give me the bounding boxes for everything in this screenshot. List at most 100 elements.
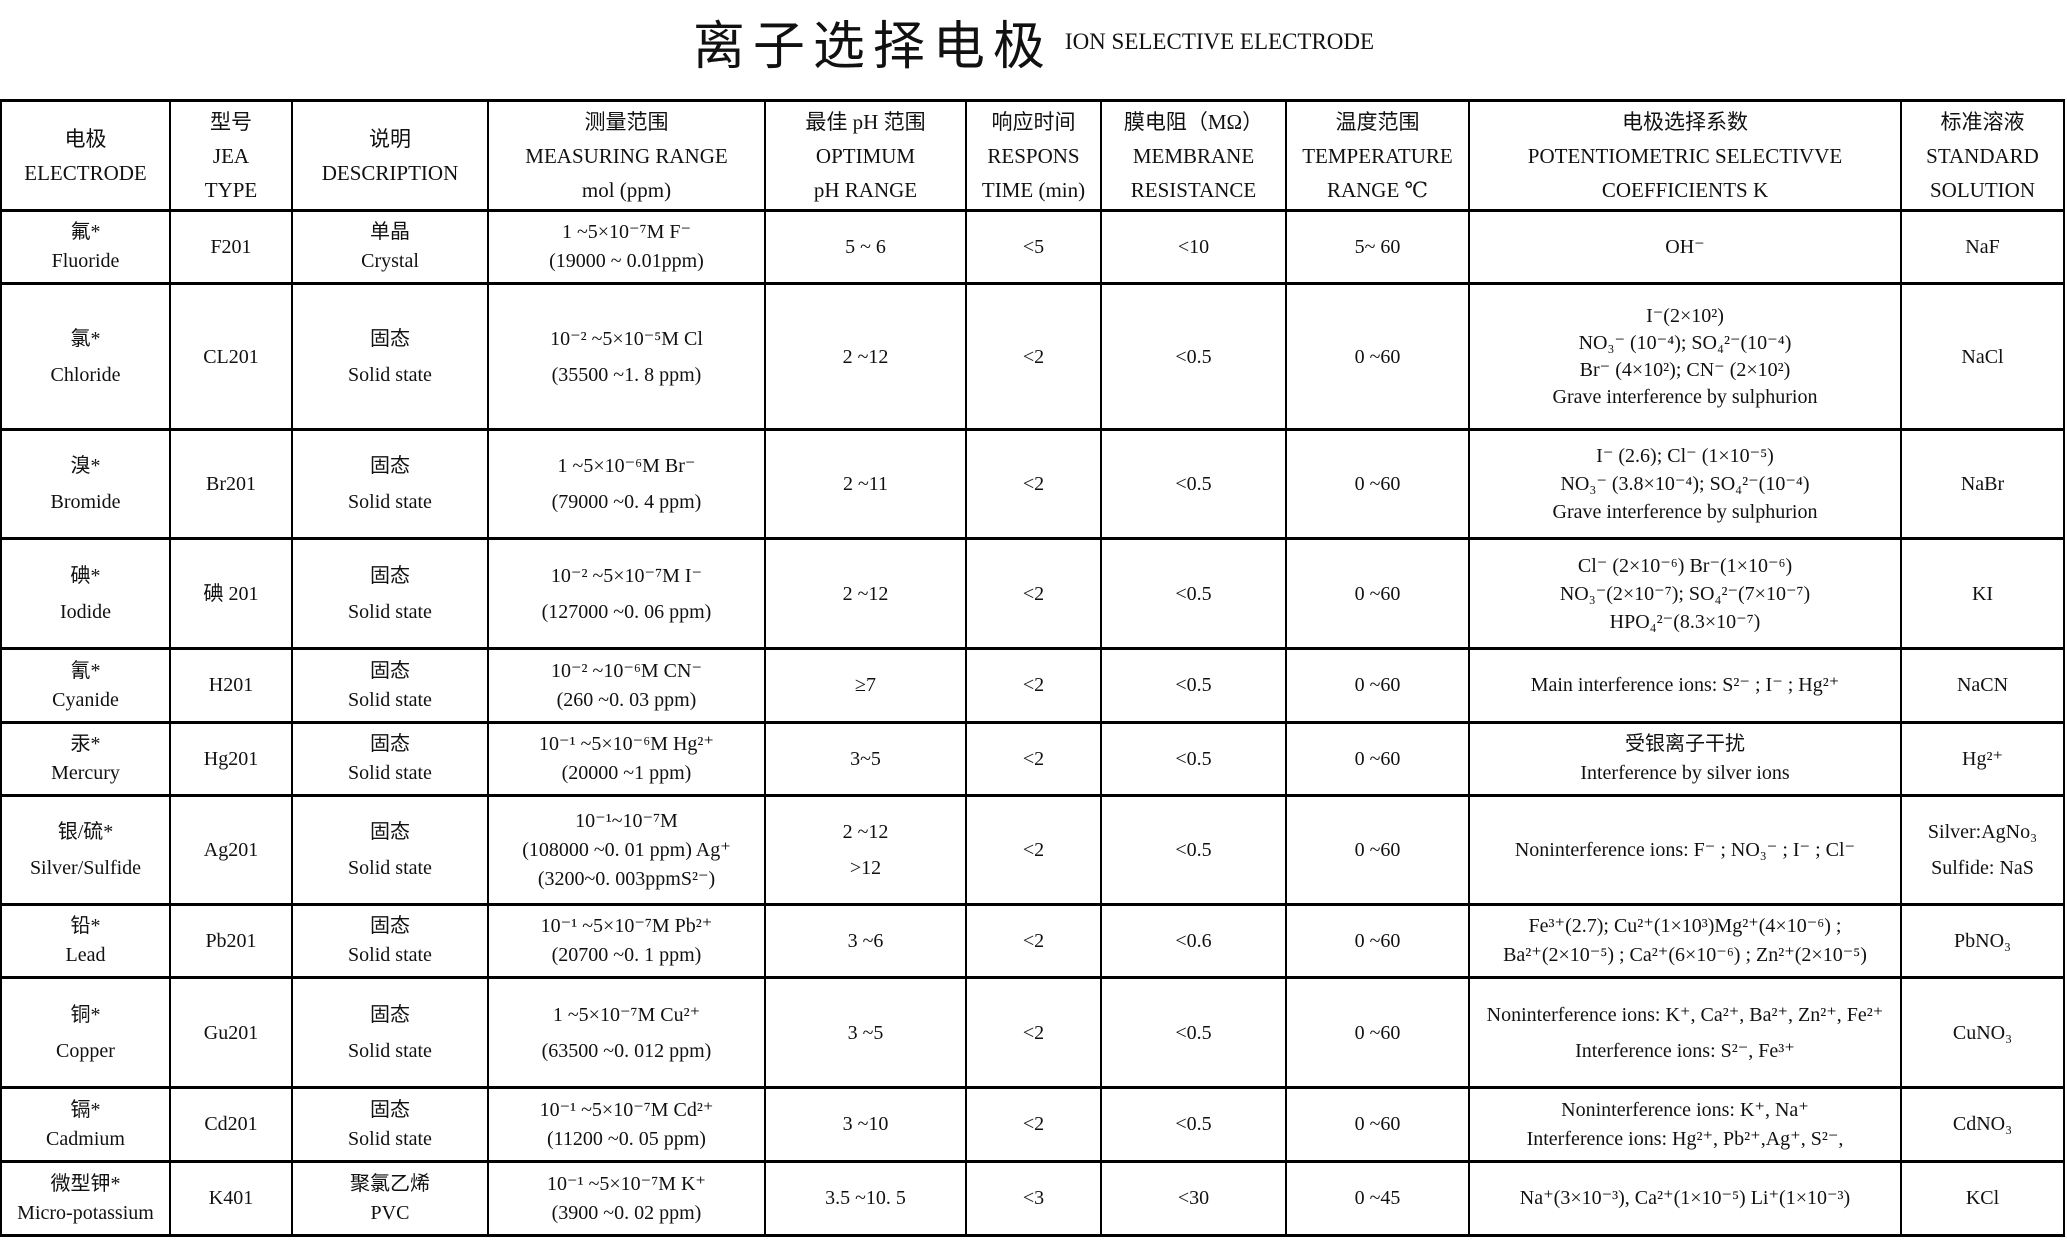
cell-temperature-range: 0 ~60 (1285, 903, 1470, 979)
cell-ph-range: 3.5 ~10. 5 (764, 1160, 967, 1237)
cell-electrode: 铅* Lead (0, 903, 171, 979)
header-ph-range: 最佳 pH 范围 OPTIMUM pH RANGE (764, 99, 967, 212)
cell-electrode: 溴* Bromide (0, 428, 171, 540)
cell-line: 固态 (370, 733, 410, 755)
cell-line: (127000 ~0. 06 ppm) (541, 600, 712, 623)
cell-line: (35500 ~1. 8 ppm) (551, 363, 702, 386)
cell-line: <2 (1022, 1021, 1045, 1044)
cell-temperature-range: 0 ~60 (1285, 647, 1470, 724)
cell-line: Interference ions: Hg²⁺, Pb²⁺,Ag⁺, S²⁻, (1526, 1127, 1844, 1150)
cell-line: NO₃⁻(2×10⁻⁷); SO₄²⁻(7×10⁻⁷) (1559, 582, 1811, 605)
cell-line: Fluoride (51, 250, 120, 272)
cell-line: Noninterference ions: K⁺, Na⁺ (1561, 1098, 1809, 1121)
header-line: OPTIMUM (815, 143, 916, 168)
cell-line: Solid state (348, 857, 432, 879)
cell-standard-solution: PbNO₃ (1900, 903, 2065, 979)
cell-line: I⁻ (2.6); Cl⁻ (1×10⁻⁵) (1596, 445, 1774, 467)
cell-standard-solution: NaF (1900, 209, 2065, 285)
cell-line: 2 ~12 (842, 821, 889, 843)
cell-line: KCl (1965, 1187, 2000, 1209)
header-line: 温度范围 (1335, 109, 1420, 134)
cell-membrane-resistance: <0.6 (1100, 903, 1287, 979)
header-membrane-resistance: 膜电阻（MΩ） MEMBRANE RESISTANCE (1100, 99, 1287, 212)
cell-line: (108000 ~0. 01 ppm) Ag⁺ (522, 838, 731, 861)
cell-response-time: <2 (965, 428, 1102, 540)
header-standard-solution: 标准溶液 STANDARD SOLUTION (1900, 99, 2065, 212)
cell-line: Micro-potassium (17, 1201, 154, 1224)
cell-line: Na⁺(3×10⁻³), Ca²⁺(1×10⁻⁵) Li⁺(1×10⁻³) (1519, 1187, 1851, 1209)
cell-line: <0.5 (1175, 839, 1212, 861)
cell-description: 固态 Solid state (291, 976, 489, 1089)
cell-line: PbNO₃ (1954, 929, 2011, 952)
table-row: 汞* Mercury Hg201 固态 Solid state 10⁻¹ ~5×10⁻⁶M… (0, 721, 2065, 797)
cell-line: CuNO₃ (1952, 1021, 2013, 1044)
cell-line: 受银离子干扰 (1625, 733, 1745, 755)
cell-description: 固态 Solid state (291, 428, 489, 540)
cell-line: 0 ~60 (1354, 582, 1401, 605)
cell-line: 固态 (370, 821, 410, 843)
table-row: 银/硫* Silver/Sulfide Ag201 固态 Solid state 10⁻¹… (0, 794, 2065, 906)
cell-line: Solid state (348, 600, 432, 623)
cell-line: 氰* (70, 659, 101, 682)
cell-description: 固态 Solid state (291, 537, 489, 650)
cell-line: 固态 (370, 455, 410, 477)
cell-line: OH⁻ (1665, 235, 1705, 258)
cell-line: Solid state (348, 762, 432, 784)
cell-line: Interference ions: S²⁻, Fe³⁺ (1575, 1039, 1795, 1062)
cell-ph-range: 3 ~6 (764, 903, 967, 979)
cell-selectivity-coefficients: Main interference ions: S²⁻ ; I⁻ ; Hg²⁺ (1468, 647, 1902, 724)
cell-membrane-resistance: <0.5 (1100, 721, 1287, 797)
cell-line: Br201 (206, 473, 256, 495)
cell-line: (20700 ~0. 1 ppm) (551, 944, 702, 966)
cell-line: 3~5 (850, 747, 881, 770)
header-line: COEFFICIENTS K (1601, 177, 1769, 202)
cell-line: 10⁻¹ ~5×10⁻⁶M Hg²⁺ (539, 733, 714, 755)
cell-response-time: <2 (965, 537, 1102, 650)
table-row: 铅* Lead Pb201 固态 Solid state 10⁻¹ ~5×10⁻⁷M Pb… (0, 903, 2065, 979)
header-line: TYPE (204, 177, 258, 202)
table-row: 氯* Chloride CL201 固态 Solid state 10⁻² ~5×10⁻⁵… (0, 282, 2065, 431)
cell-line: PVC (370, 1201, 410, 1224)
cell-line: >12 (849, 857, 882, 879)
cell-membrane-resistance: <0.5 (1100, 1086, 1287, 1163)
cell-response-time: <2 (965, 721, 1102, 797)
cell-measuring-range: 10⁻² ~5×10⁻⁷M I⁻ (127000 ~0. 06 ppm) (487, 537, 766, 650)
cell-line: Solid state (348, 688, 432, 711)
cell-line: 1 ~5×10⁻⁷M Cu²⁺ (552, 1003, 701, 1026)
cell-line: Cadmium (46, 1127, 125, 1150)
cell-description: 固态 Solid state (291, 794, 489, 906)
cell-type: Br201 (169, 428, 293, 540)
cell-line: Br⁻ (4×10²); CN⁻ (2×10²) (1579, 358, 1791, 381)
header-line: ELECTRODE (24, 160, 147, 185)
table-row: 微型钾* Micro-potassium K401 聚氯乙烯 PVC 10⁻¹ ~5×10… (0, 1160, 2065, 1237)
cell-ph-range: 2 ~12 (764, 537, 967, 650)
cell-electrode: 铜* Copper (0, 976, 171, 1089)
cell-membrane-resistance: <10 (1100, 209, 1287, 285)
cell-description: 单晶 Crystal (291, 209, 489, 285)
cell-line: 氯* (70, 327, 101, 350)
cell-ph-range: 3~5 (764, 721, 967, 797)
cell-line: (19000 ~ 0.01ppm) (549, 250, 704, 272)
cell-selectivity-coefficients: Noninterference ions: F⁻ ; NO₃⁻ ; I⁻ ; C… (1468, 794, 1902, 906)
cell-temperature-range: 0 ~60 (1285, 1086, 1470, 1163)
header-line: 电极选择系数 (1622, 109, 1748, 134)
cell-temperature-range: 0 ~60 (1285, 976, 1470, 1089)
cell-line: K401 (208, 1187, 254, 1209)
cell-line: <0.5 (1175, 1113, 1212, 1135)
cell-measuring-range: 10⁻¹ ~5×10⁻⁷M K⁺ (3900 ~0. 02 ppm) (487, 1160, 766, 1237)
document-title: 离子选择电极 ION SELECTIVE ELECTRODE (0, 4, 2067, 76)
cell-ph-range: 3 ~10 (764, 1086, 967, 1163)
cell-line: Ba²⁺(2×10⁻⁵) ; Ca²⁺(6×10⁻⁶) ; Zn²⁺(2×10⁻… (1503, 944, 1867, 966)
cell-ph-range: 2 ~12 >12 (764, 794, 967, 906)
header-measuring-range: 测量范围 MEASURING RANGE mol (ppm) (487, 99, 766, 212)
cell-line: 固态 (370, 659, 410, 682)
cell-line: (260 ~0. 03 ppm) (556, 688, 697, 711)
cell-type: F201 (169, 209, 293, 285)
cell-type: CL201 (169, 282, 293, 431)
cell-line: 银/硫* (57, 821, 114, 843)
cell-line: 氟* (70, 221, 101, 243)
cell-measuring-range: 10⁻¹ ~5×10⁻⁶M Hg²⁺ (20000 ~1 ppm) (487, 721, 766, 797)
cell-membrane-resistance: <0.5 (1100, 647, 1287, 724)
table-row: 氰* Cyanide H201 固态 Solid state 10⁻² ~10⁻⁶M CN… (0, 647, 2065, 724)
cell-line: <0.5 (1175, 747, 1212, 770)
